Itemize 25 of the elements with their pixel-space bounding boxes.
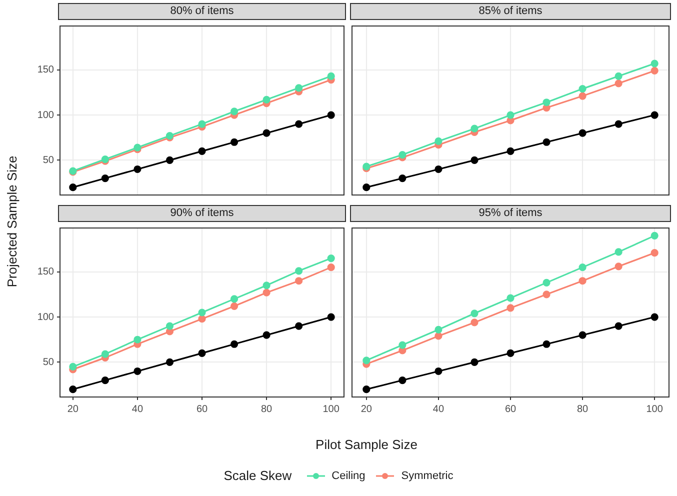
x-axis-title: Pilot Sample Size <box>314 437 418 452</box>
x-tick-label: 100 <box>322 404 340 415</box>
y-tick-label: 150 <box>37 266 54 278</box>
x-tick-label: 100 <box>646 404 664 415</box>
legend-title: Scale Skew <box>224 468 292 483</box>
x-tick-label: 20 <box>360 404 372 415</box>
chart-title: 85% of items <box>350 3 671 20</box>
chart-title: 90% of items <box>58 205 346 222</box>
x-tick-label: 60 <box>196 404 208 415</box>
y-axis-title: Projected Sample Size <box>4 154 20 290</box>
chart-title: 80% of items <box>58 3 346 20</box>
chart-title: 95% of items <box>350 205 671 222</box>
y-tick-label: 100 <box>37 312 54 323</box>
y-tick-label: 150 <box>37 64 54 76</box>
y-tick-label: 50 <box>42 356 54 368</box>
legend-label: Ceiling <box>332 470 366 482</box>
x-tick-label: 60 <box>504 404 516 415</box>
x-tick-label: 40 <box>132 404 144 415</box>
x-tick-label: 20 <box>67 404 79 415</box>
y-tick-label: 50 <box>42 154 54 166</box>
x-tick-label: 80 <box>576 404 589 415</box>
x-tick-label: 40 <box>432 404 444 415</box>
legend-label: Symmetric <box>401 470 454 482</box>
x-tick-label: 80 <box>260 404 273 415</box>
y-tick-label: 100 <box>37 110 54 121</box>
